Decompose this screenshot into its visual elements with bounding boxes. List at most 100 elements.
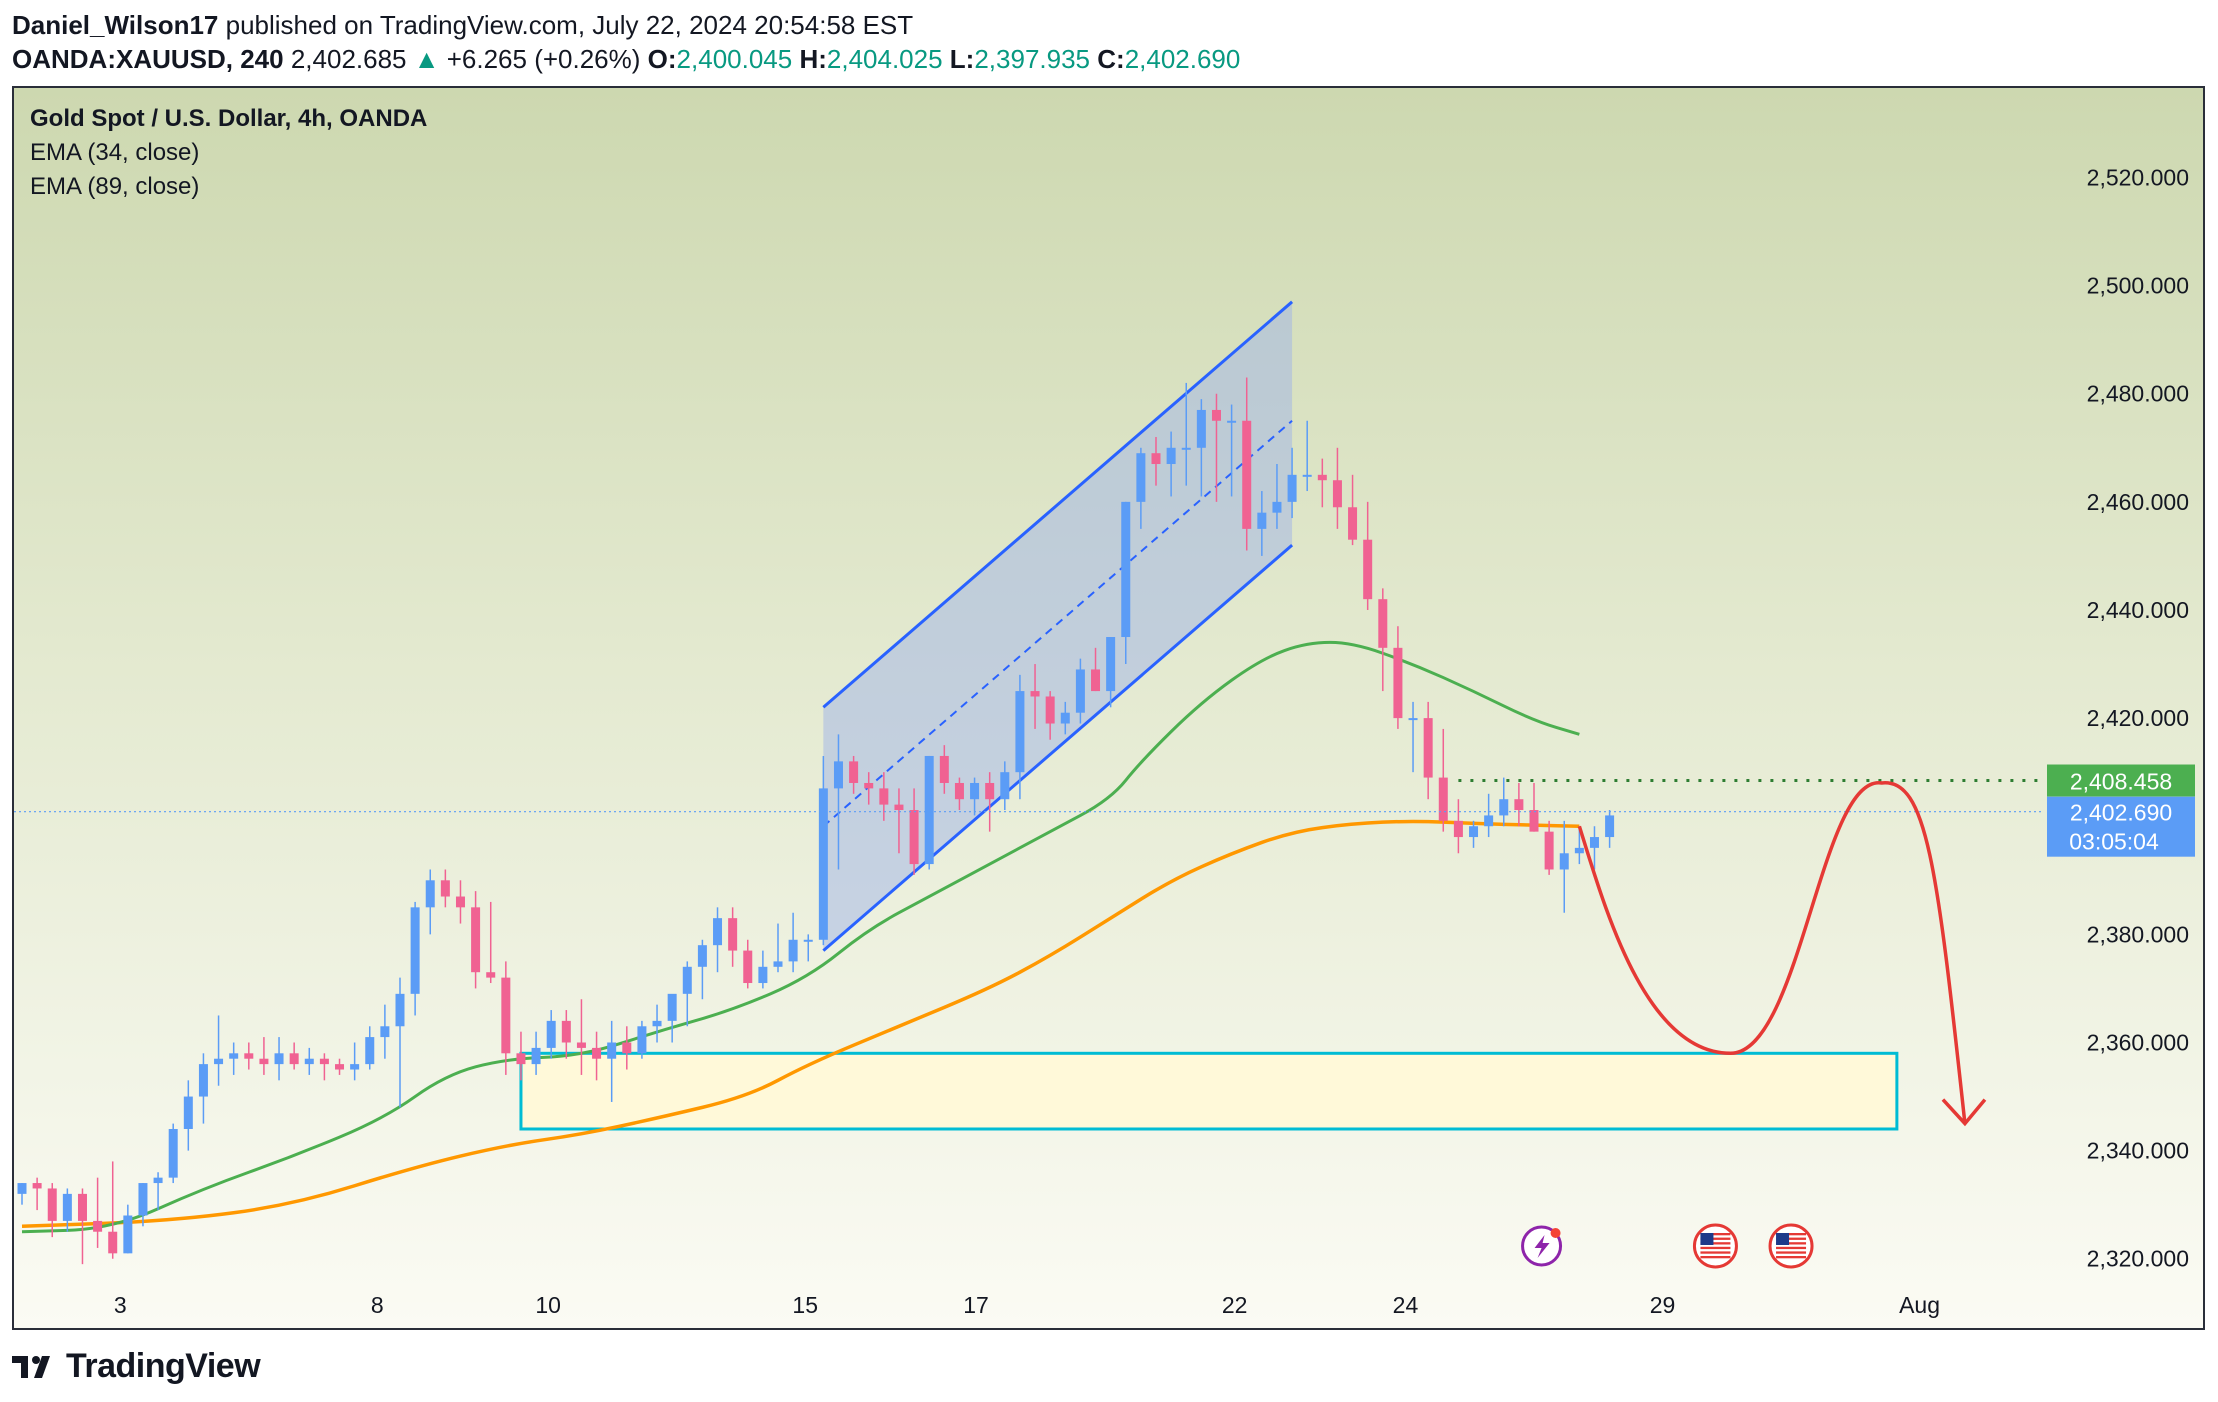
last-price-tag[interactable] xyxy=(2047,796,2195,857)
candle[interactable] xyxy=(758,950,768,989)
us-flag-event-icon[interactable] xyxy=(1768,1223,1814,1269)
candle[interactable] xyxy=(229,1042,239,1075)
candle[interactable] xyxy=(1544,820,1554,875)
candle[interactable] xyxy=(1317,458,1327,508)
candle[interactable] xyxy=(319,1053,329,1081)
candle[interactable] xyxy=(108,1161,118,1259)
author-name[interactable]: Daniel_Wilson17 xyxy=(12,10,219,40)
resistance-price-tag[interactable] xyxy=(2047,764,2195,797)
channel-mid-line[interactable] xyxy=(822,420,1293,827)
candle[interactable] xyxy=(939,745,949,794)
candle[interactable] xyxy=(1030,664,1040,729)
candle[interactable] xyxy=(486,901,496,984)
candle[interactable] xyxy=(198,1053,208,1124)
brand-name[interactable]: TradingView xyxy=(66,1346,261,1385)
candle[interactable] xyxy=(1075,658,1085,724)
candle[interactable] xyxy=(1257,491,1267,556)
candle[interactable] xyxy=(1514,782,1524,827)
candle[interactable] xyxy=(879,772,889,821)
candle[interactable] xyxy=(803,934,813,962)
candle[interactable] xyxy=(93,1177,103,1248)
candle[interactable] xyxy=(244,1042,254,1070)
candle[interactable] xyxy=(335,1058,345,1075)
candle[interactable] xyxy=(788,912,798,973)
candle[interactable] xyxy=(1181,382,1191,486)
candle[interactable] xyxy=(1408,701,1418,773)
candle[interactable] xyxy=(395,977,405,1108)
candle[interactable] xyxy=(637,1020,647,1059)
candle[interactable] xyxy=(1060,701,1070,735)
ema34-line[interactable] xyxy=(21,640,1580,1234)
channel-top-line[interactable] xyxy=(822,300,1294,709)
candle[interactable] xyxy=(471,891,481,989)
candle[interactable] xyxy=(1378,588,1388,692)
candle[interactable] xyxy=(289,1042,299,1070)
candle[interactable] xyxy=(1287,447,1297,519)
candle[interactable] xyxy=(1302,420,1312,492)
candle[interactable] xyxy=(1393,626,1403,729)
candle[interactable] xyxy=(304,1047,314,1075)
candle[interactable] xyxy=(1499,777,1509,827)
candle[interactable] xyxy=(970,777,980,816)
candle[interactable] xyxy=(667,993,677,1043)
candle[interactable] xyxy=(818,755,828,946)
candle[interactable] xyxy=(365,1026,375,1070)
candle[interactable] xyxy=(1121,501,1131,665)
candle[interactable] xyxy=(1242,377,1252,551)
candle[interactable] xyxy=(1559,820,1569,913)
candle[interactable] xyxy=(924,755,934,870)
candle[interactable] xyxy=(849,755,859,794)
candle[interactable] xyxy=(576,999,586,1075)
candle[interactable] xyxy=(531,1031,541,1075)
candle[interactable] xyxy=(1332,447,1342,529)
candle[interactable] xyxy=(728,907,738,967)
us-flag-event-icon[interactable] xyxy=(1692,1223,1738,1269)
candle[interactable] xyxy=(592,1031,602,1081)
candle[interactable] xyxy=(32,1177,42,1211)
candle[interactable] xyxy=(1589,826,1599,870)
candle[interactable] xyxy=(954,777,964,811)
candle[interactable] xyxy=(380,1004,390,1059)
projection-path[interactable] xyxy=(1577,781,1967,1124)
candle[interactable] xyxy=(1469,820,1479,848)
candle[interactable] xyxy=(168,1123,178,1184)
candle[interactable] xyxy=(622,1026,632,1070)
candle[interactable] xyxy=(561,1010,571,1059)
candle[interactable] xyxy=(1484,793,1494,838)
candle[interactable] xyxy=(214,1015,224,1086)
candle[interactable] xyxy=(1091,647,1101,692)
candle[interactable] xyxy=(909,788,919,875)
candle[interactable] xyxy=(713,907,723,973)
legend-ema89[interactable]: EMA (89, close) xyxy=(30,173,200,200)
candle[interactable] xyxy=(17,1183,27,1205)
candle[interactable] xyxy=(138,1183,148,1227)
candle[interactable] xyxy=(1453,799,1463,854)
candle[interactable] xyxy=(1151,436,1161,486)
candle[interactable] xyxy=(1423,701,1433,800)
chart-area[interactable]: 2,520.000 2,500.000 2,480.000 2,460.000 2,44… xyxy=(12,86,2205,1330)
candle[interactable] xyxy=(183,1080,193,1151)
candlestick-chart[interactable]: 2,520.000 2,500.000 2,480.000 2,460.000 2,44… xyxy=(14,88,2203,1328)
candle[interactable] xyxy=(607,1020,617,1102)
candle[interactable] xyxy=(425,869,435,935)
candle[interactable] xyxy=(274,1037,284,1081)
candle[interactable] xyxy=(123,1204,133,1254)
candle[interactable] xyxy=(894,788,904,854)
candle[interactable] xyxy=(350,1042,360,1081)
candle[interactable] xyxy=(833,734,843,870)
candle[interactable] xyxy=(1015,674,1025,800)
candle[interactable] xyxy=(410,901,420,1016)
candle[interactable] xyxy=(259,1037,269,1075)
candle[interactable] xyxy=(1136,447,1146,529)
candle[interactable] xyxy=(985,772,995,832)
candle[interactable] xyxy=(864,772,874,805)
candle[interactable] xyxy=(1166,431,1176,497)
candle[interactable] xyxy=(1000,761,1010,811)
candle[interactable] xyxy=(77,1188,87,1265)
candle[interactable] xyxy=(1363,501,1373,610)
demand-zone-rect[interactable] xyxy=(519,1051,1899,1131)
channel-bottom-line[interactable] xyxy=(822,543,1294,952)
candle[interactable] xyxy=(1438,728,1448,832)
candle[interactable] xyxy=(546,1010,556,1059)
candle[interactable] xyxy=(1574,826,1584,865)
